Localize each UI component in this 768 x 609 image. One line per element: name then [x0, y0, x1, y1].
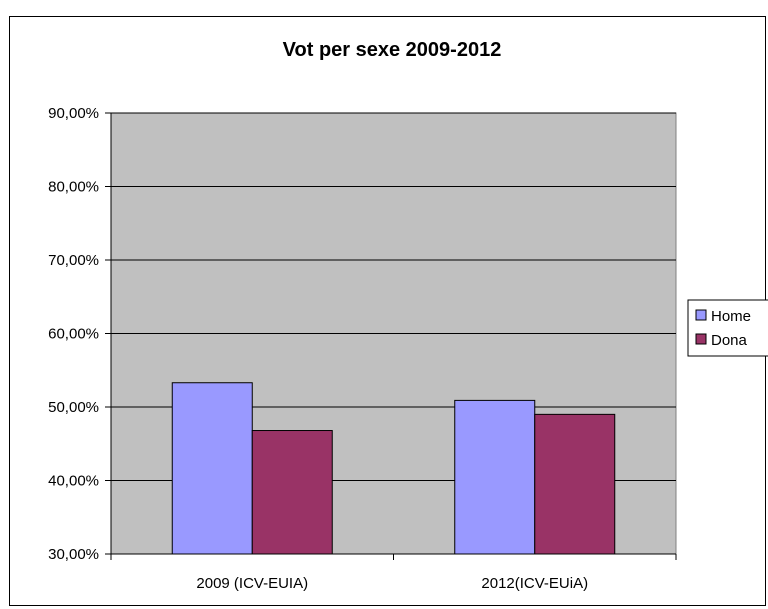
- legend-box: [687, 299, 768, 357]
- legend-label-home: Home: [711, 308, 751, 325]
- y-tick-label: 60,00%: [48, 326, 99, 343]
- y-tick-label: 40,00%: [48, 473, 99, 490]
- axes: 30,00% 40,00% 50,00% 60,00% 70,00% 80,00% 90,0…: [48, 105, 677, 592]
- y-tick-label: 30,00%: [48, 546, 99, 563]
- x-tick-label: 2012(ICV-EUiA): [481, 575, 588, 592]
- bar-home-0: [171, 382, 253, 555]
- chart-title: Vot per sexe 2009-2012: [283, 39, 502, 61]
- y-tick-label: 50,00%: [48, 399, 99, 416]
- bar-dona-1: [534, 413, 616, 555]
- bar-home-1: [454, 399, 536, 555]
- legend-label-dona: Dona: [711, 332, 748, 349]
- legend-swatch-dona: [695, 333, 707, 345]
- y-tick-label: 70,00%: [48, 252, 99, 269]
- legend-swatch-home: [695, 309, 707, 321]
- legend: Home Dona: [687, 299, 768, 357]
- bar-dona-0: [251, 430, 333, 555]
- x-tick-label: 2009 (ICV-EUIA): [196, 575, 308, 592]
- y-tick-label: 80,00%: [48, 179, 99, 196]
- y-tick-label: 90,00%: [48, 105, 99, 122]
- bars: [171, 382, 616, 555]
